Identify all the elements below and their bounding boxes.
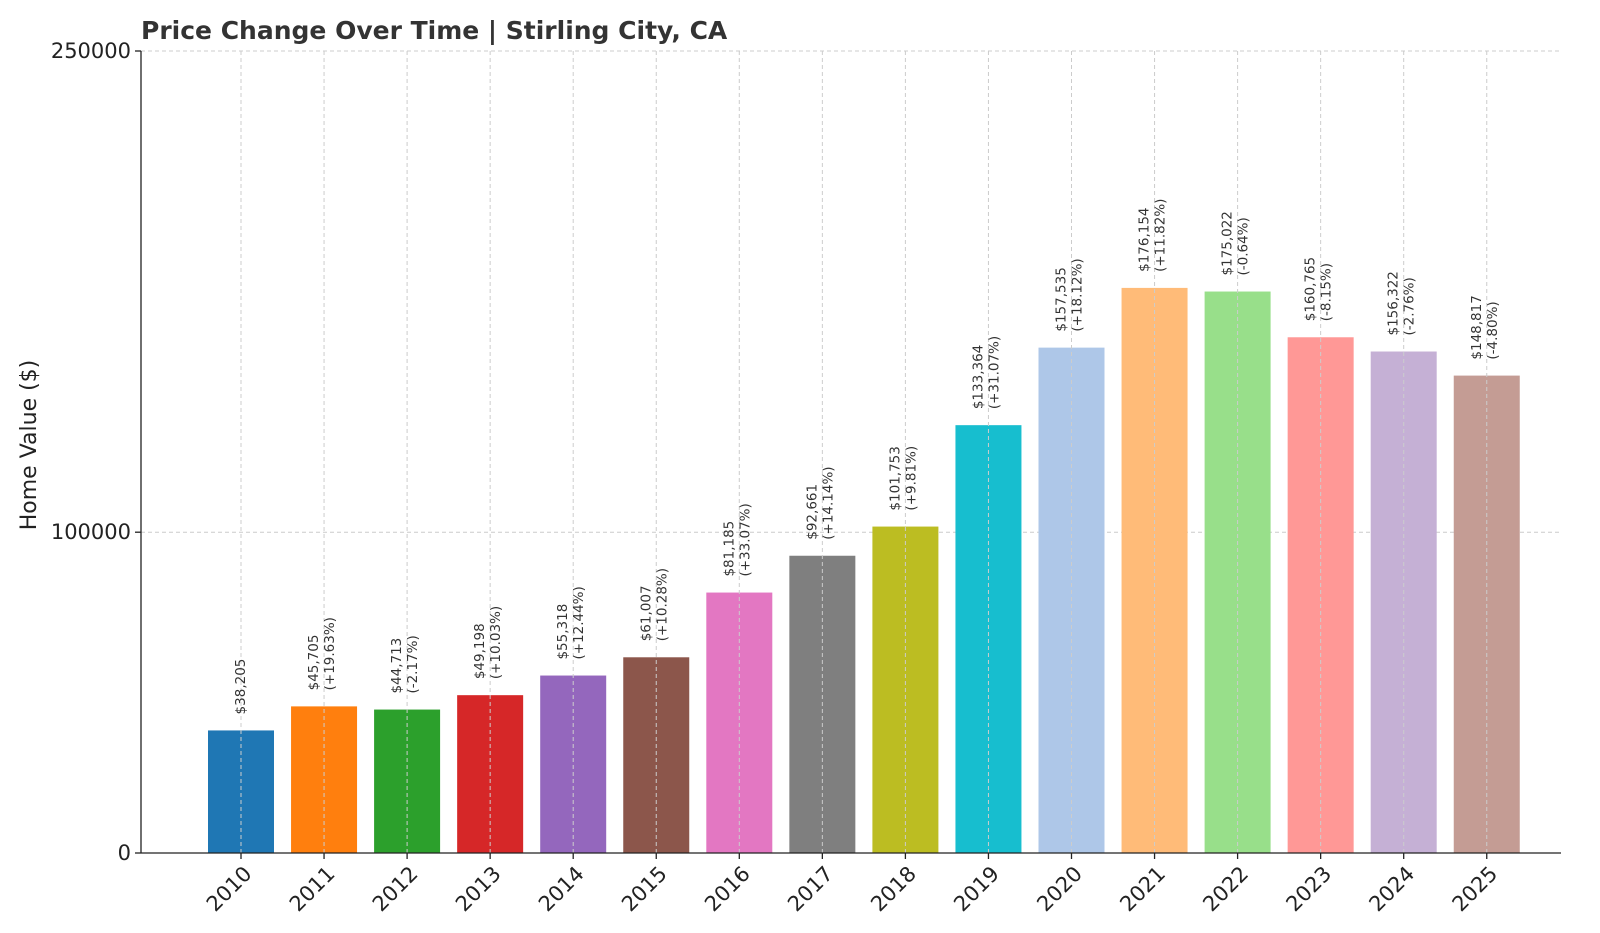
value-label: $61,007 (638, 585, 654, 641)
bar-2010 (208, 730, 274, 853)
change-label: (-4.80%) (1485, 301, 1501, 359)
change-label: (-0.64%) (1236, 217, 1252, 275)
x-tick-label: 2024 (1364, 862, 1419, 917)
value-label: $92,661 (804, 484, 820, 540)
change-label: (+12.44%) (571, 586, 587, 659)
value-label: $148,817 (1469, 295, 1485, 359)
change-label: (-8.15%) (1319, 263, 1335, 321)
value-label: $157,535 (1054, 267, 1070, 331)
change-label: (+10.03%) (488, 606, 504, 679)
change-label: (+14.14%) (820, 466, 836, 539)
x-ticks: 2010 2011 2012 2013 2014 2015 2016 2017 2018 2019… (202, 853, 1503, 917)
axes (140, 51, 1561, 854)
y-tick-label: 250000 (51, 39, 131, 63)
bar-2024 (1370, 351, 1437, 853)
value-label: $44,713 (389, 638, 405, 694)
chart-title: Price Change Over Time | Stirling City, … (141, 16, 728, 45)
change-label: (+11.82%) (1153, 199, 1169, 272)
x-tick-label: 2017 (783, 862, 838, 917)
vertical-grid-lines (240, 51, 1488, 853)
change-label: (+10.28%) (654, 568, 670, 641)
value-label: $175,022 (1220, 211, 1236, 275)
x-tick-label: 2018 (866, 862, 921, 917)
change-label: (+18.12%) (1070, 258, 1086, 331)
value-label: $49,198 (472, 623, 488, 679)
value-label: $176,154 (1137, 207, 1153, 271)
value-label: $45,705 (306, 635, 322, 691)
x-tick-label: 2015 (617, 862, 672, 917)
x-tick-label: 2014 (534, 862, 589, 917)
x-tick-label: 2019 (949, 862, 1004, 917)
value-label: $38,205 (233, 659, 249, 715)
x-tick-label: 2011 (285, 862, 340, 917)
x-tick-label: 2012 (368, 862, 423, 917)
data-labels: $38,205 $45,705 (+19.63%) $44,713 (-2.17%) $4… (233, 199, 1501, 715)
change-label: (+19.63%) (322, 617, 338, 690)
value-label: $55,318 (555, 604, 571, 660)
y-ticks: 0 100000 250000 (51, 39, 141, 865)
y-tick-label: 0 (118, 841, 131, 865)
bar-2016 (706, 592, 773, 853)
x-tick-label: 2021 (1115, 862, 1170, 917)
y-axis-label: Home Value ($) (17, 360, 42, 531)
x-tick-label: 2025 (1448, 862, 1503, 917)
x-tick-label: 2023 (1281, 862, 1336, 917)
x-tick-label: 2016 (700, 862, 755, 917)
change-label: (+9.81%) (903, 446, 919, 511)
y-tick-label: 100000 (51, 520, 131, 544)
value-label: $133,364 (970, 345, 986, 409)
bars (208, 287, 1520, 854)
x-tick-label: 2013 (451, 862, 506, 917)
change-label: (-2.17%) (405, 635, 421, 693)
change-label: (+33.07%) (737, 503, 753, 576)
value-label: $156,322 (1386, 271, 1402, 335)
value-label: $160,765 (1303, 257, 1319, 321)
change-label: (+31.07%) (986, 336, 1002, 409)
value-label: $101,753 (887, 446, 903, 510)
x-tick-label: 2020 (1032, 862, 1087, 917)
x-tick-label: 2022 (1198, 862, 1253, 917)
change-label: (-2.76%) (1402, 277, 1418, 335)
value-label: $81,185 (721, 521, 737, 577)
x-tick-label: 2010 (202, 862, 257, 917)
